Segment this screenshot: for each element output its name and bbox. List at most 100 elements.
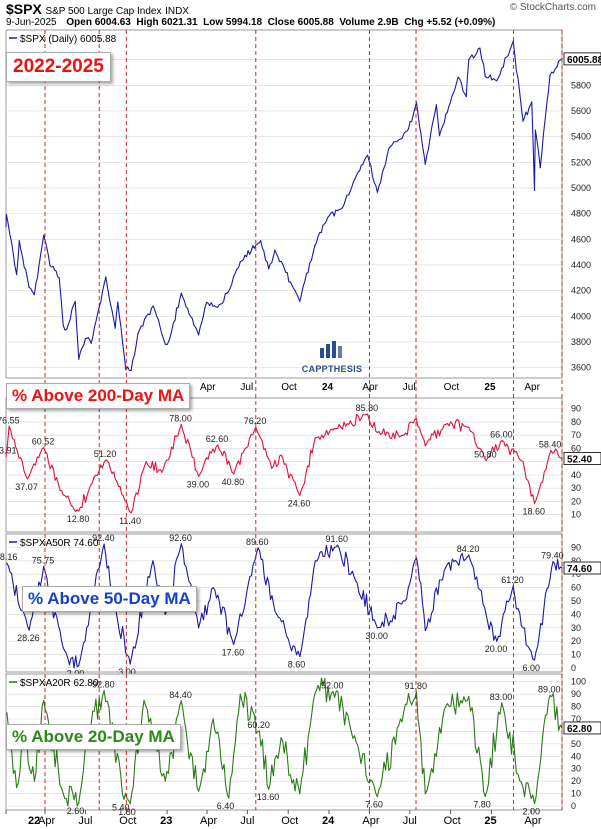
series-line (6, 677, 563, 807)
data-point (90, 342, 92, 344)
data-point (531, 101, 533, 103)
y-tick-label: 90 (571, 542, 581, 552)
data-point (276, 613, 278, 616)
value-annotation: 53.91 (0, 446, 17, 456)
value-annotation: 50.80 (474, 450, 497, 460)
data-point (484, 795, 486, 797)
last-value-box (563, 52, 601, 66)
value-annotation: 91.80 (405, 681, 428, 691)
data-point (129, 663, 131, 665)
last-value-label: 52.40 (567, 455, 592, 466)
data-point (314, 560, 316, 562)
data-point (332, 691, 334, 693)
data-point (43, 447, 45, 449)
data-point (260, 240, 262, 242)
value-annotation: 6.00 (523, 663, 541, 673)
data-point (93, 477, 95, 479)
data-point (161, 471, 163, 473)
data-point (6, 562, 8, 564)
value-annotation: 30.00 (365, 631, 388, 641)
data-point (268, 788, 270, 790)
x-tick-label: Oct (281, 815, 298, 827)
data-point (501, 439, 503, 442)
value-annotation: 76.55 (0, 416, 20, 426)
value-annotation: 3.00 (118, 667, 136, 677)
data-point (496, 640, 498, 642)
data-point (78, 358, 80, 360)
data-point (168, 340, 170, 342)
data-point (198, 790, 200, 792)
data-point (445, 423, 447, 426)
data-point (49, 264, 51, 266)
data-point (43, 699, 45, 702)
data-point (388, 147, 390, 149)
y-tick-label: 5800 (571, 80, 591, 90)
x-tick-label: 23 (160, 815, 172, 827)
value-annotation: 12.80 (67, 514, 90, 524)
y-tick-label: 40 (571, 751, 581, 761)
data-point (233, 643, 235, 646)
data-point (164, 780, 166, 782)
y-tick-label: 3800 (571, 337, 591, 347)
x-tick-label: Jul (403, 815, 417, 827)
data-point (314, 437, 316, 439)
data-point (117, 301, 119, 303)
data-point (479, 47, 481, 49)
data-point (103, 543, 105, 545)
high-value: High 6021.31 (136, 17, 198, 28)
data-point (62, 647, 64, 649)
value-annotation: 39.00 (187, 479, 210, 489)
y-tick-label: 4600 (571, 234, 591, 244)
y-tick-label: 5400 (571, 132, 591, 142)
data-point (549, 694, 551, 697)
y-tick-label: 10 (571, 510, 581, 520)
data-point (8, 425, 10, 428)
data-point (376, 627, 378, 629)
data-point (399, 718, 402, 720)
y-tick-label: 4800 (571, 209, 591, 219)
y-tick-label: 20 (571, 636, 581, 646)
value-annotation: 92.40 (92, 533, 115, 543)
data-point (549, 74, 551, 76)
data-point (143, 699, 145, 702)
data-point (468, 58, 470, 61)
data-point (105, 459, 107, 461)
value-annotation: 1.80 (118, 807, 136, 817)
data-point (533, 189, 536, 191)
data-point (468, 554, 470, 556)
x-tick-label-mid: Oct (281, 382, 297, 393)
series-line (5, 40, 563, 372)
y-tick-label: 10 (571, 650, 581, 660)
panel-frame (5, 29, 563, 379)
data-point (43, 565, 45, 568)
value-annotation: 20.00 (485, 644, 508, 654)
data-point (376, 191, 378, 193)
data-point (58, 277, 60, 279)
exchange: INDX (165, 6, 189, 17)
data-point (180, 700, 182, 702)
data-point (258, 730, 260, 732)
y-tick-label: 90 (571, 689, 581, 699)
data-point (445, 706, 447, 708)
data-point (501, 702, 503, 704)
data-point (84, 338, 86, 340)
value-annotation: 92.80 (92, 680, 115, 690)
ohlc-row: 9-Jun-2025 Open 6004.63 High 6021.31 Low… (6, 17, 596, 28)
data-point (376, 796, 378, 798)
data-point (355, 580, 357, 582)
data-point (550, 449, 552, 452)
value-annotation: 40.80 (222, 477, 245, 487)
value-annotation: 66.00 (490, 430, 513, 440)
data-point (16, 273, 18, 275)
low-value: Low 5994.18 (203, 17, 263, 28)
value-annotation: 37.07 (15, 482, 38, 492)
data-point (5, 225, 7, 228)
data-point (435, 104, 437, 106)
data-point (130, 512, 132, 514)
logo-text: CAPPTHESIS (301, 364, 363, 374)
y-tick-label: 40 (571, 470, 581, 480)
data-point (18, 240, 20, 242)
value-annotation: 2.60 (67, 806, 85, 816)
x-tick-label: Apr (362, 815, 379, 827)
